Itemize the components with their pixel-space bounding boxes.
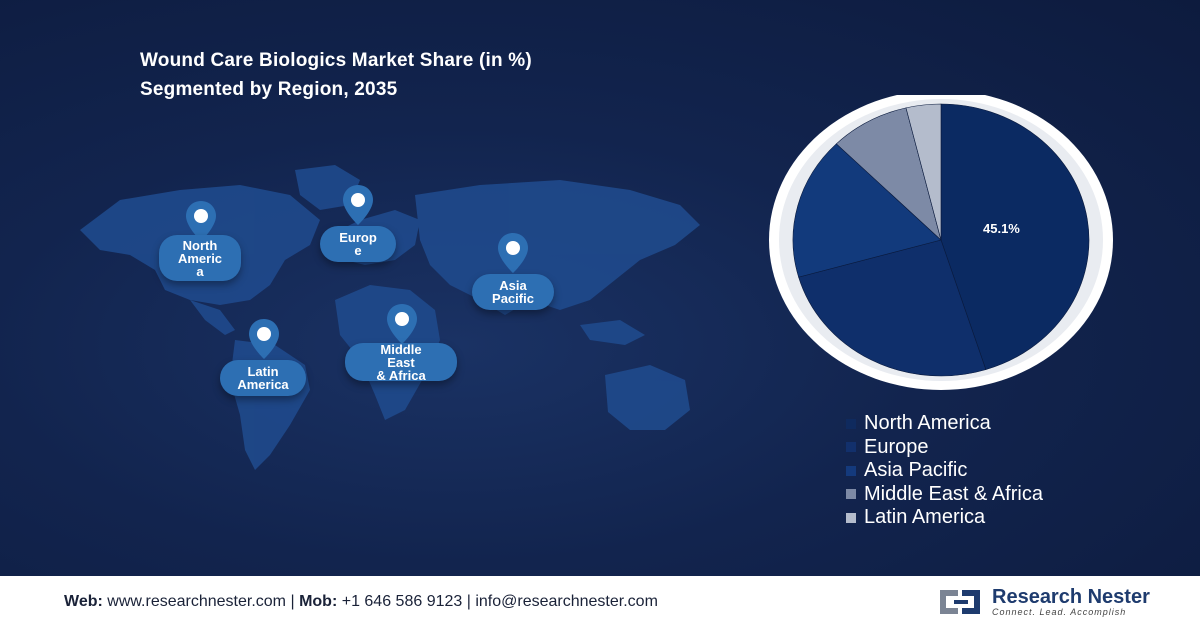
map-label-middle-east-africa: Middle East & Africa — [345, 341, 457, 383]
map-label-line: a — [196, 263, 204, 279]
separator: | — [466, 593, 471, 610]
logo-name: Research Nester — [992, 586, 1150, 608]
legend-item: Asia Pacific — [846, 459, 1043, 483]
map-label-line: & Africa — [376, 367, 426, 383]
legend: North America Europe Asia Pacific Middle… — [846, 412, 1043, 530]
legend-swatch — [846, 418, 856, 429]
mob-label: Mob: — [299, 593, 338, 610]
phone-number[interactable]: +1 646 586 9123 — [341, 593, 463, 610]
title-line-1: Wound Care Biologics Market Share (in %) — [140, 50, 532, 71]
map-label-europe: Europ e — [320, 226, 396, 262]
map-pin-icon — [186, 201, 216, 241]
web-link[interactable]: www.researchnester.com — [107, 593, 286, 610]
map-label-line: Europ — [339, 230, 377, 245]
map-label-line: Middle — [380, 341, 422, 357]
map-pin-icon — [498, 233, 528, 273]
pie-slice — [940, 103, 1090, 370]
map-label-line: Latin — [247, 364, 279, 379]
logo: Research Nester Connect. Lead. Accomplis… — [936, 586, 1150, 618]
email-link[interactable]: info@researchnester.com — [475, 593, 658, 610]
web-label: Web: — [64, 593, 103, 610]
separator: | — [290, 593, 295, 610]
map-pin-icon — [249, 319, 279, 359]
pie-slice — [798, 239, 987, 377]
pie-slice — [905, 103, 942, 241]
map-label-north-america: North Americ a — [159, 235, 241, 281]
pie-chart: 45.1% — [769, 95, 1113, 390]
legend-item: Europe — [846, 436, 1043, 460]
map-label-line: Pacific — [492, 291, 534, 306]
map-pin-icon — [343, 185, 373, 225]
map-label-latin-america: Latin America — [220, 360, 306, 396]
map-label-line: Asia — [499, 278, 527, 293]
legend-swatch — [846, 465, 856, 476]
legend-label: Europe — [864, 435, 929, 458]
map-label-line: e — [354, 243, 362, 258]
legend-item: North America — [846, 412, 1043, 436]
legend-label: North America — [864, 412, 991, 435]
map-label-asia-pacific: Asia Pacific — [472, 274, 554, 310]
legend-item: Middle East & Africa — [846, 483, 1043, 507]
map-label-line: North — [182, 237, 218, 253]
legend-swatch — [846, 489, 856, 500]
chart-title: Wound Care Biologics Market Share (in %)… — [140, 46, 532, 104]
map-label-line: America — [237, 377, 289, 392]
map-label-line: Americ — [177, 250, 223, 266]
map-pin-icon — [387, 304, 417, 344]
legend-label: Middle East & Africa — [864, 482, 1043, 505]
contact-info: Web: www.researchnester.com | Mob: +1 64… — [64, 593, 658, 611]
map-label-line: East — [387, 354, 415, 370]
legend-swatch — [846, 512, 856, 523]
pie-slice — [792, 143, 942, 278]
logo-tagline: Connect. Lead. Accomplish — [992, 607, 1127, 617]
legend-item: Latin America — [846, 506, 1043, 530]
research-nester-logo-icon — [940, 590, 980, 614]
legend-swatch — [846, 442, 856, 453]
data-label: 45.1% — [983, 221, 1020, 236]
footer: Web: www.researchnester.com | Mob: +1 64… — [0, 576, 1200, 628]
title-line-2: Segmented by Region, 2035 — [140, 79, 398, 100]
legend-label: Asia Pacific — [864, 459, 968, 482]
legend-label: Latin America — [864, 506, 986, 529]
